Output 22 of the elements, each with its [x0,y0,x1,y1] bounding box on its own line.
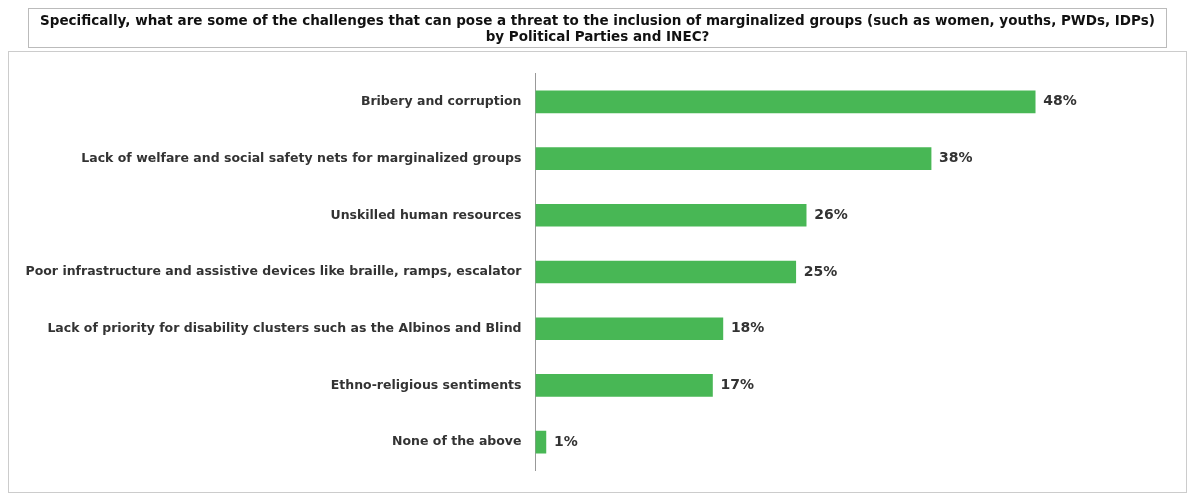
bar [535,147,932,170]
data-label: 25% [803,262,838,279]
y-tick-label: Lack of welfare and social safety nets for marginalized groups [81,149,522,165]
y-tick-label: Lack of priority for disability clusters such as the Albinos and Blind [47,319,522,335]
y-tick-label: Bribery and corruption [360,93,522,109]
bar [535,374,713,397]
chart-title: Specifically, what are some of the challenges that can pose a threat to the inclusion of marginalized groups (such as women, youths, PWDs, IDPs) by Political Parties and INEC? [28,8,1167,48]
y-tick-label: None of the above [392,433,522,449]
data-label: 48% [1043,92,1077,109]
bar [535,260,797,284]
bar [535,317,724,341]
bar [535,203,807,227]
data-label: 38% [939,149,973,166]
bar [535,90,1036,114]
data-label: 1% [553,432,578,449]
data-label: 17% [720,376,754,393]
bar [535,430,547,454]
y-tick-label: Poor infrastructure and assistive devices like braille, ramps, escalator [25,263,523,279]
y-tick-label: Unskilled human resources [330,206,522,222]
data-label: 26% [814,205,848,222]
data-label: 18% [730,319,765,336]
y-tick-label: Ethno-religious sentiments [330,376,522,392]
